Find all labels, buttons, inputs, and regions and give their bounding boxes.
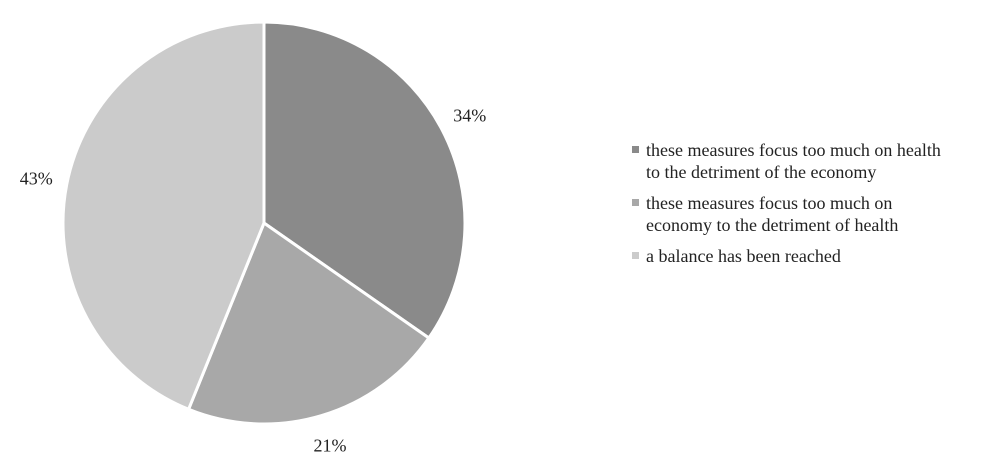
- legend-swatch-economy-focus: [632, 199, 639, 206]
- legend-label-balance-reached: a balance has been reached: [646, 246, 841, 266]
- data-label-health-focus: 34%: [453, 106, 486, 126]
- chart-legend: these measures focus too much on health …: [632, 139, 982, 276]
- legend-swatch-health-focus: [632, 146, 639, 153]
- pie-slice-health-focus: [262, 20, 467, 340]
- legend-item-balance-reached: a balance has been reached: [632, 245, 982, 267]
- data-label-balance-reached: 43%: [20, 169, 53, 189]
- legend-swatch-balance-reached: [632, 252, 639, 259]
- legend-label-health-focus: these measures focus too much on health …: [646, 140, 941, 182]
- pie-slice-economy-focus: [187, 221, 431, 426]
- legend-item-health-focus: these measures focus too much on health …: [632, 139, 982, 183]
- legend-item-economy-focus: these measures focus too much on economy…: [632, 192, 982, 236]
- legend-label-economy-focus: these measures focus too much on economy…: [646, 193, 899, 235]
- data-label-economy-focus: 21%: [314, 435, 347, 455]
- pie-slice-balance-reached: [61, 20, 266, 411]
